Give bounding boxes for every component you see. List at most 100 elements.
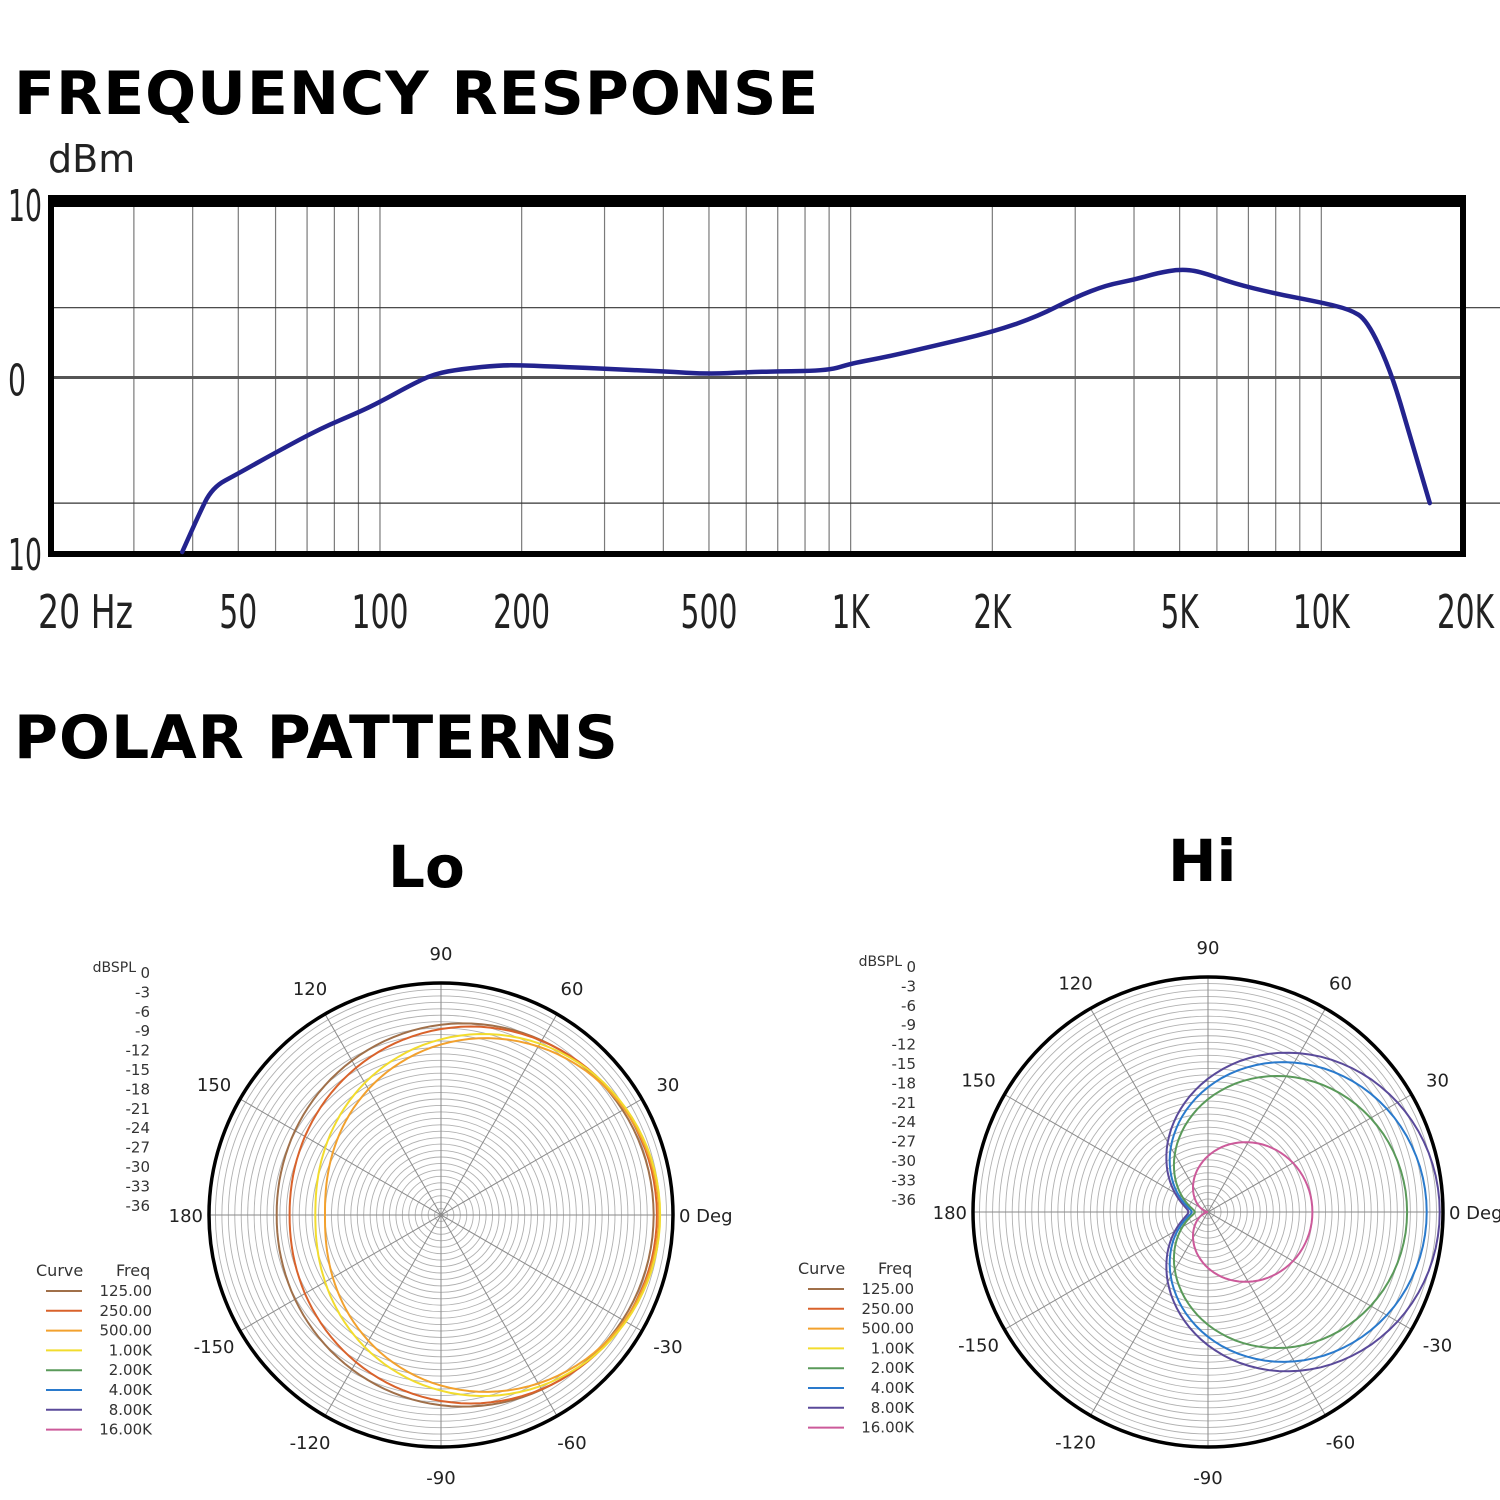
polar-series-curve xyxy=(1168,1061,1428,1363)
polar-angle-label: -30 xyxy=(653,1337,682,1358)
polar-spoke xyxy=(239,1098,643,1332)
polar-series-curve xyxy=(314,1032,662,1398)
frequency-y-tick-label: 10 xyxy=(8,530,42,581)
polar-r-tick-label: -18 xyxy=(126,1080,151,1098)
polar-r-tick-label: -33 xyxy=(126,1177,151,1195)
frequency-y-tick-label: 0 xyxy=(8,356,26,407)
polar-angle-label: 0 Deg xyxy=(1449,1203,1500,1224)
polar-r-tick-label: -3 xyxy=(901,977,916,995)
polar-angle-label: 30 xyxy=(656,1075,679,1096)
polar-r-tick-label: -24 xyxy=(892,1113,917,1131)
frequency-x-tick-label: 1K xyxy=(832,585,871,639)
polar-r-tick-label: -6 xyxy=(901,997,916,1015)
legend-freq-label: 16.00K xyxy=(99,1421,153,1439)
polar-r-tick-label: -9 xyxy=(135,1022,150,1040)
polar-angle-label: -120 xyxy=(1055,1432,1096,1453)
frequency-x-tick-labels: 20 Hz 50 100 200 500 1K 2K 5K 10K 20K xyxy=(38,585,1495,639)
polar-angle-label: 90 xyxy=(1197,938,1220,959)
polar-r-tick-label: -12 xyxy=(126,1042,151,1060)
polar-angle-label: -120 xyxy=(290,1433,331,1454)
legend-freq-label: 16.00K xyxy=(861,1419,915,1437)
frequency-x-tick-label: 10K xyxy=(1293,585,1351,639)
frequency-reference-lines xyxy=(51,307,1500,504)
polar-series-curve xyxy=(1165,1051,1441,1373)
frequency-plot-top-bar xyxy=(48,195,1466,207)
polar-r-tick-label: -33 xyxy=(892,1171,917,1189)
polar-series-curve xyxy=(1192,1141,1314,1283)
polar-angle-label: 30 xyxy=(1426,1071,1449,1092)
frequency-y-tick-labels: 10 0 10 xyxy=(8,181,42,581)
frequency-x-tick-label: 500 xyxy=(680,585,737,639)
legend-header-freq: Freq xyxy=(116,1261,150,1280)
polar-r-tick-label: -24 xyxy=(126,1119,151,1137)
polar-angle-label: -150 xyxy=(958,1336,999,1357)
polar-r-tick-label: 0 xyxy=(906,958,916,976)
polar-angle-label: -60 xyxy=(557,1433,586,1454)
polar-series-curve xyxy=(1172,1074,1409,1350)
polar-r-tick-label: -3 xyxy=(135,983,150,1001)
frequency-x-tick-label: 20 Hz xyxy=(38,585,133,639)
polar-hi-title: Hi xyxy=(1168,827,1237,895)
legend-header-curve: Curve xyxy=(36,1261,83,1280)
frequency-response-title: FREQUENCY RESPONSE xyxy=(14,59,820,129)
polar-r-tick-label: -21 xyxy=(892,1094,917,1112)
frequency-x-tick-label: 200 xyxy=(493,585,550,639)
polar-r-tick-label: -36 xyxy=(126,1197,151,1215)
polar-angle-label: -90 xyxy=(1193,1468,1222,1489)
polar-angle-label: 60 xyxy=(1329,974,1352,995)
polar-r-tick-label: -30 xyxy=(892,1152,917,1170)
polar-r-tick-label: -27 xyxy=(892,1133,917,1151)
polar-angle-label: 90 xyxy=(430,944,453,965)
y-axis-label: dBm xyxy=(48,137,135,181)
legend-freq-label: 500.00 xyxy=(862,1320,915,1338)
legend-freq-label: 125.00 xyxy=(862,1280,915,1298)
polar-angle-label: -90 xyxy=(426,1468,455,1489)
frequency-x-tick-label: 50 xyxy=(219,585,257,639)
legend-freq-label: 2.00K xyxy=(871,1359,915,1377)
legend-freq-label: 125.00 xyxy=(100,1282,153,1300)
polar-angle-label: 60 xyxy=(561,979,584,1000)
frequency-x-tick-label: 100 xyxy=(351,585,408,639)
polar-angle-label: 180 xyxy=(933,1203,967,1224)
polar-angle-label: -30 xyxy=(1423,1336,1452,1357)
polar-angle-label: -60 xyxy=(1326,1432,1355,1453)
legend-freq-label: 1.00K xyxy=(871,1339,915,1357)
polar-r-tick-label: -15 xyxy=(892,1055,917,1073)
frequency-x-tick-label: 5K xyxy=(1161,585,1200,639)
legend-freq-label: 1.00K xyxy=(109,1341,153,1359)
polar-r-axis-label: dBSPL xyxy=(93,960,137,976)
polar-outer-ring xyxy=(207,981,675,1449)
legend-freq-label: 2.00K xyxy=(109,1361,153,1379)
polar-angle-label: 120 xyxy=(293,979,327,1000)
polar-r-tick-label: -15 xyxy=(126,1061,151,1079)
legend-freq-label: 8.00K xyxy=(109,1401,153,1419)
polar-r-tick-label: -30 xyxy=(126,1158,151,1176)
legend-header-freq: Freq xyxy=(878,1259,912,1278)
frequency-x-tick-label: 2K xyxy=(973,585,1012,639)
polar-r-tick-label: -9 xyxy=(901,1016,916,1034)
polar-angle-label: 180 xyxy=(169,1206,203,1227)
polar-series-curve xyxy=(324,1037,660,1393)
frequency-response-line xyxy=(179,267,1433,555)
frequency-series xyxy=(179,267,1433,555)
legend-freq-label: 4.00K xyxy=(871,1379,915,1397)
polar-r-tick-label: -12 xyxy=(892,1036,917,1054)
legend-freq-label: 250.00 xyxy=(100,1302,153,1320)
legend-freq-label: 500.00 xyxy=(100,1322,153,1340)
polar-outer-ring xyxy=(971,975,1445,1449)
frequency-x-tick-label: 20K xyxy=(1437,585,1495,639)
legend-freq-label: 8.00K xyxy=(871,1399,915,1417)
polar-angle-label: -150 xyxy=(194,1337,235,1358)
polar-lo-title: Lo xyxy=(388,833,465,901)
polar-series-curve xyxy=(288,1025,658,1405)
polar-r-tick-label: -18 xyxy=(892,1074,917,1092)
polar-angle-label: 120 xyxy=(1058,974,1092,995)
legend-header-curve: Curve xyxy=(798,1259,845,1278)
polar-angle-label: 0 Deg xyxy=(679,1206,733,1227)
frequency-y-tick-label: 10 xyxy=(8,181,42,232)
polar-r-tick-label: -6 xyxy=(135,1003,150,1021)
